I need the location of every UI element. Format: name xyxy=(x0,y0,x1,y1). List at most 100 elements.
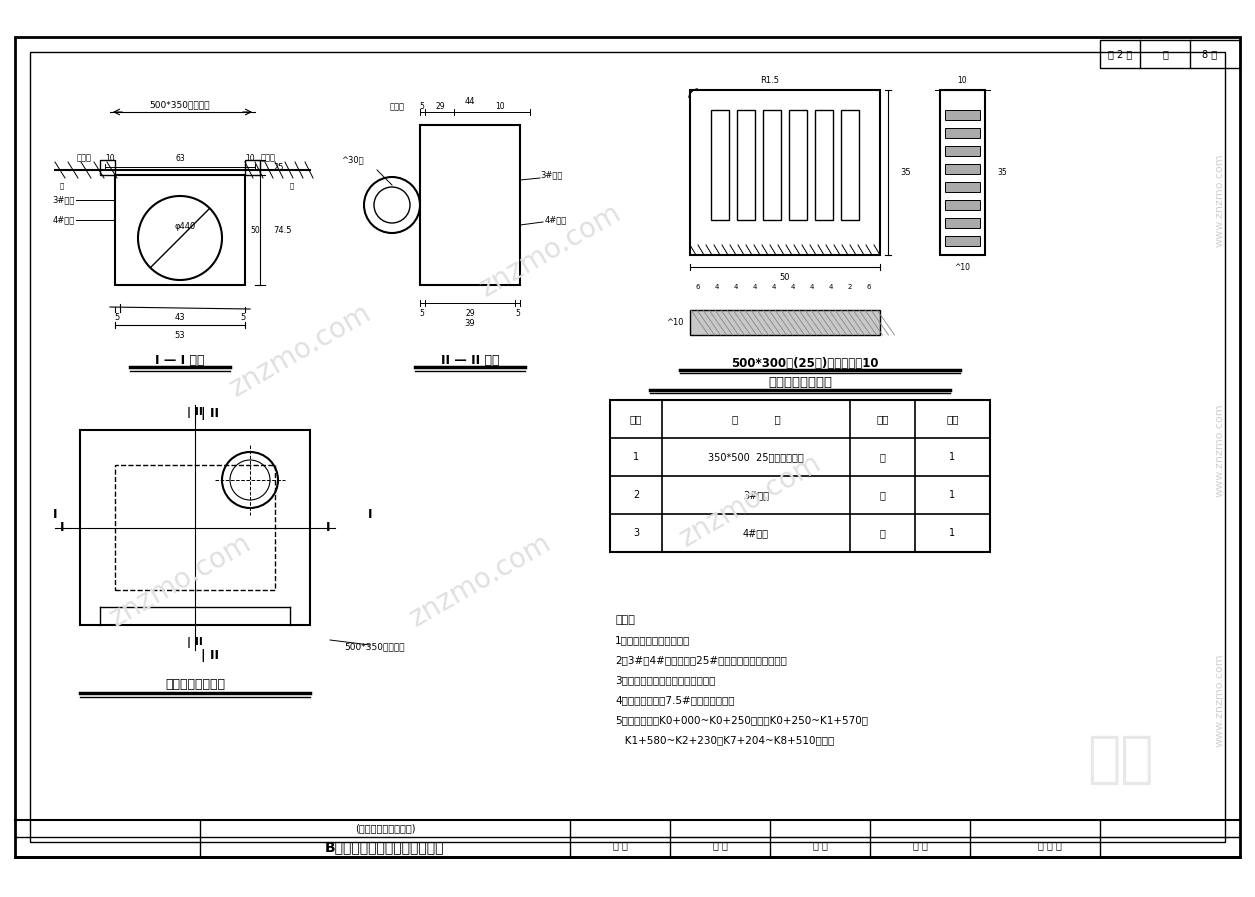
Text: φ440: φ440 xyxy=(174,222,196,231)
Bar xyxy=(610,400,990,552)
Text: 碎: 碎 xyxy=(290,183,294,189)
Text: 3#钢筋: 3#钢筋 xyxy=(743,490,769,500)
Text: | II: | II xyxy=(187,406,203,417)
Bar xyxy=(945,110,980,120)
Text: 43: 43 xyxy=(174,312,186,321)
Text: 路缘石: 路缘石 xyxy=(77,153,92,162)
Text: 4#钢筋: 4#钢筋 xyxy=(743,528,769,538)
Text: 6: 6 xyxy=(695,284,700,290)
Text: 8 页: 8 页 xyxy=(1202,49,1217,59)
Bar xyxy=(115,175,245,285)
Text: 4#钢筋: 4#钢筋 xyxy=(545,215,567,224)
Text: I — I 剖面: I — I 剖面 xyxy=(156,353,205,367)
Bar xyxy=(115,465,275,590)
Text: 5: 5 xyxy=(419,101,424,110)
Text: 暗管石: 暗管石 xyxy=(390,102,405,111)
Text: znzmo.com: znzmo.com xyxy=(104,528,256,631)
Text: 3、如井下土质不佳，应另加基础。: 3、如井下土质不佳，应另加基础。 xyxy=(615,675,715,685)
Text: znzmo.com: znzmo.com xyxy=(674,448,826,552)
Bar xyxy=(789,110,807,220)
Text: R1.5: R1.5 xyxy=(761,75,779,84)
Text: 6: 6 xyxy=(867,284,871,290)
Text: K1+580~K2+230和K7+204~K8+510路机。: K1+580~K2+230和K7+204~K8+510路机。 xyxy=(615,735,835,745)
Text: 10: 10 xyxy=(245,153,255,162)
Text: 4: 4 xyxy=(715,284,719,290)
Text: 单位: 单位 xyxy=(876,414,889,424)
Text: 4: 4 xyxy=(809,284,814,290)
Text: 共: 共 xyxy=(1162,49,1168,59)
Bar xyxy=(80,430,310,625)
Text: 附注：: 附注： xyxy=(615,615,635,625)
Text: 4: 4 xyxy=(828,284,833,290)
Text: 路缘石: 路缘石 xyxy=(261,153,276,162)
Text: 4#钢筋: 4#钢筋 xyxy=(53,215,75,224)
Text: (路基路面排水设计图): (路基路面排水设计图) xyxy=(355,823,415,833)
Text: 50: 50 xyxy=(250,225,260,234)
Text: 29: 29 xyxy=(435,101,444,110)
Text: 5: 5 xyxy=(516,309,521,318)
Text: 1: 1 xyxy=(950,452,955,462)
Text: 4: 4 xyxy=(791,284,796,290)
Bar xyxy=(945,128,980,138)
Bar xyxy=(100,160,115,175)
Bar xyxy=(690,310,880,335)
Text: 5、本图适用于K0+000~K0+250路机，K0+250~K1+570，: 5、本图适用于K0+000~K0+250路机，K0+250~K1+570， xyxy=(615,715,868,725)
Text: 第 2 页: 第 2 页 xyxy=(1108,49,1132,59)
Text: 10: 10 xyxy=(105,153,114,162)
Bar xyxy=(945,182,980,192)
Text: www.znzmo.com: www.znzmo.com xyxy=(1215,403,1225,497)
Text: ^10: ^10 xyxy=(955,263,970,272)
Bar xyxy=(1099,40,1240,68)
Text: www.znzmo.com: www.znzmo.com xyxy=(1215,653,1225,747)
Bar xyxy=(245,160,260,175)
Bar xyxy=(420,125,520,285)
Text: 1、本图尺寸有以毫米计。: 1、本图尺寸有以毫米计。 xyxy=(615,635,690,645)
Text: 44: 44 xyxy=(464,97,476,106)
Text: 个: 个 xyxy=(880,528,886,538)
Text: 4: 4 xyxy=(753,284,757,290)
Text: 39: 39 xyxy=(464,318,476,327)
Text: 1: 1 xyxy=(950,490,955,500)
Text: 图 表 号: 图 表 号 xyxy=(1038,840,1062,850)
Text: | II: | II xyxy=(201,649,220,661)
Text: 碎: 碎 xyxy=(60,183,64,189)
Text: 项          目: 项 目 xyxy=(732,414,781,424)
Text: 单篦雨水井平面图: 单篦雨水井平面图 xyxy=(164,678,225,692)
Text: ^30焊: ^30焊 xyxy=(340,155,363,164)
Text: | II: | II xyxy=(187,638,203,649)
Text: I: I xyxy=(60,521,64,534)
Text: 1: 1 xyxy=(950,528,955,538)
Text: 个: 个 xyxy=(880,490,886,500)
Bar xyxy=(737,110,756,220)
Text: 29: 29 xyxy=(466,309,474,318)
Text: znzmo.com: znzmo.com xyxy=(225,298,375,402)
Text: 编号: 编号 xyxy=(630,414,643,424)
Bar xyxy=(945,164,980,174)
Text: 块: 块 xyxy=(880,452,886,462)
Text: B型预制单篦集水井总体装配图: B型预制单篦集水井总体装配图 xyxy=(325,840,444,854)
Text: 审 核: 审 核 xyxy=(812,840,827,850)
Text: 3#钢筋: 3#钢筋 xyxy=(540,170,562,179)
Text: 74.5: 74.5 xyxy=(274,225,291,234)
Text: I: I xyxy=(326,521,330,534)
Text: 2: 2 xyxy=(848,284,852,290)
Text: 63: 63 xyxy=(176,153,184,162)
Text: 一个雨水井数量表: 一个雨水井数量表 xyxy=(768,376,832,388)
Text: 4、各钢筋之间用7.5#水泥砂浆安装。: 4、各钢筋之间用7.5#水泥砂浆安装。 xyxy=(615,695,734,705)
Text: 5: 5 xyxy=(114,312,119,321)
Text: 35: 35 xyxy=(996,168,1007,177)
Bar xyxy=(814,110,833,220)
Text: I: I xyxy=(53,509,58,521)
Text: I: I xyxy=(368,509,373,521)
Text: 2: 2 xyxy=(633,490,639,500)
Bar xyxy=(945,200,980,210)
Text: 复 核: 复 核 xyxy=(713,840,728,850)
Bar xyxy=(841,110,858,220)
Bar xyxy=(945,218,980,228)
Text: 500*350集水口盖: 500*350集水口盖 xyxy=(149,100,211,109)
Text: 3: 3 xyxy=(633,528,639,538)
Text: 数量: 数量 xyxy=(946,414,959,424)
Text: znzmo.com: znzmo.com xyxy=(474,198,626,301)
Text: 5: 5 xyxy=(419,309,424,318)
Text: 4: 4 xyxy=(734,284,738,290)
